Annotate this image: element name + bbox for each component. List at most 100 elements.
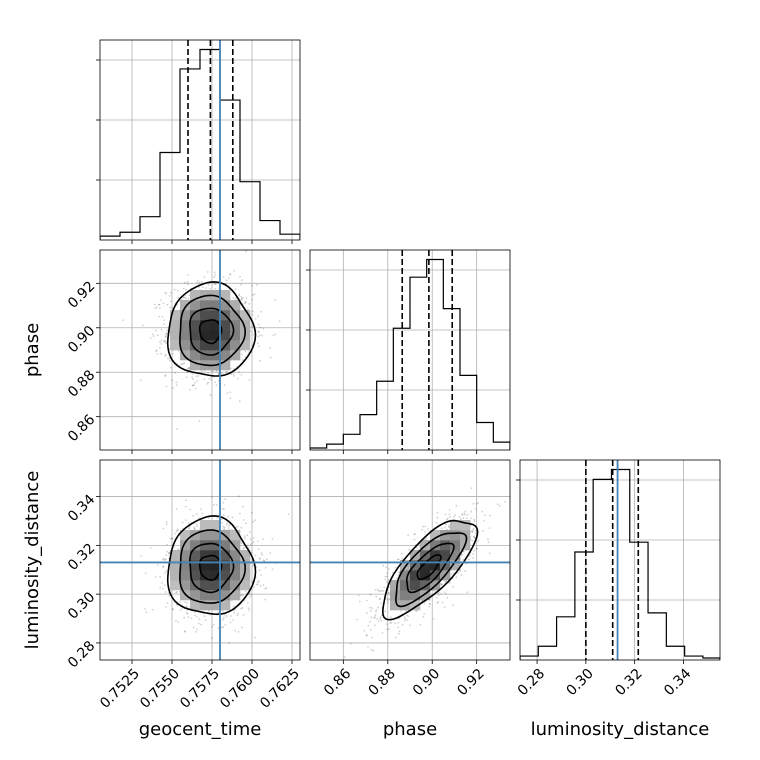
sample-point [482,530,484,532]
sample-point [177,548,180,550]
sample-point [400,552,403,555]
sample-point [446,517,449,520]
sample-point [184,519,187,521]
density-cell [210,540,221,551]
sample-point [190,617,193,620]
sample-point [445,523,447,526]
sample-point [167,552,170,554]
sample-point [424,525,427,528]
sample-point [171,307,174,309]
panel-frame-2-2 [519,459,721,661]
sample-point [461,553,464,556]
sample-point [187,522,190,524]
y-axis-label-phase: phase [22,323,43,377]
density-cell [230,580,241,591]
x-tick-label-2: 0.32 [612,666,645,699]
sample-point [394,566,397,569]
density-cell [210,340,221,351]
sample-point [183,630,186,633]
density-cell [170,320,181,331]
sample-point [196,279,199,282]
sample-point [198,281,201,284]
density-cell [390,590,401,601]
sample-point [423,613,426,615]
sample-point [377,606,379,609]
sample-point [187,297,190,300]
sample-point [258,330,260,333]
density-cell [240,340,251,351]
sample-point [164,558,167,561]
sample-point [380,614,383,617]
sample-point [222,626,225,629]
sample-point [453,515,455,518]
density-cell [180,340,191,351]
sample-point [265,558,268,561]
sample-point [459,518,462,521]
sample-point [240,607,243,610]
density-cell [440,550,451,561]
sample-point [384,578,387,581]
sample-point [454,514,457,516]
sample-point [374,616,376,619]
sample-point [406,619,409,621]
x-tick-label-2: 0.90 [410,666,443,699]
contour-2 [395,532,468,608]
histogram-phase [310,258,510,450]
sample-point [251,313,254,316]
sample-point [158,303,161,306]
sample-point [235,526,238,529]
sample-point [477,502,480,504]
sample-point [444,526,446,529]
sample-point [162,302,165,305]
sample-point [366,634,368,637]
sample-point [161,582,163,584]
density-cell [210,550,221,561]
sample-point [205,287,207,289]
sample-point [440,583,443,585]
sample-point [424,530,426,533]
sample-point [195,628,198,631]
sample-point [188,294,191,296]
sample-point [160,339,163,342]
sample-point [228,523,231,526]
panel-geocent_time-phase: 0.86 0.88 0.90 0.92 phase [22,249,301,454]
panel-frame-1-1 [309,249,511,451]
sample-point [470,510,472,513]
sample-point [192,384,194,387]
sample-point [194,387,197,390]
sample-point [165,523,168,526]
x-tick-label-1: 0.30 [564,666,597,699]
sample-point [244,300,247,303]
density-cell [220,320,231,331]
density-cell [210,590,221,601]
density-cell [190,350,201,361]
sample-point [247,607,250,610]
sample-point [173,288,176,291]
sample-point [192,515,195,517]
density-cell [390,580,401,591]
sample-point [255,583,258,586]
density-cell [220,590,231,601]
sample-point [196,525,199,528]
density-cell [190,340,201,351]
sample-point [217,372,220,375]
density-cell [190,530,201,541]
sample-point [222,514,225,517]
sample-point [159,575,162,578]
density-cell [240,550,251,561]
x-tick-label-1: 0.88 [365,666,398,699]
sample-point [186,611,188,614]
sample-point [198,618,201,621]
sample-point [249,596,251,598]
sample-point [233,609,236,612]
sample-point [211,496,214,498]
density-cell [450,560,461,571]
sample-point [184,601,187,604]
sample-point [376,588,379,591]
sample-point [222,619,224,621]
sample-point [229,367,232,370]
density-cell [170,330,181,341]
density-cell [220,600,231,611]
sample-point [249,544,252,546]
sample-point [238,512,241,515]
